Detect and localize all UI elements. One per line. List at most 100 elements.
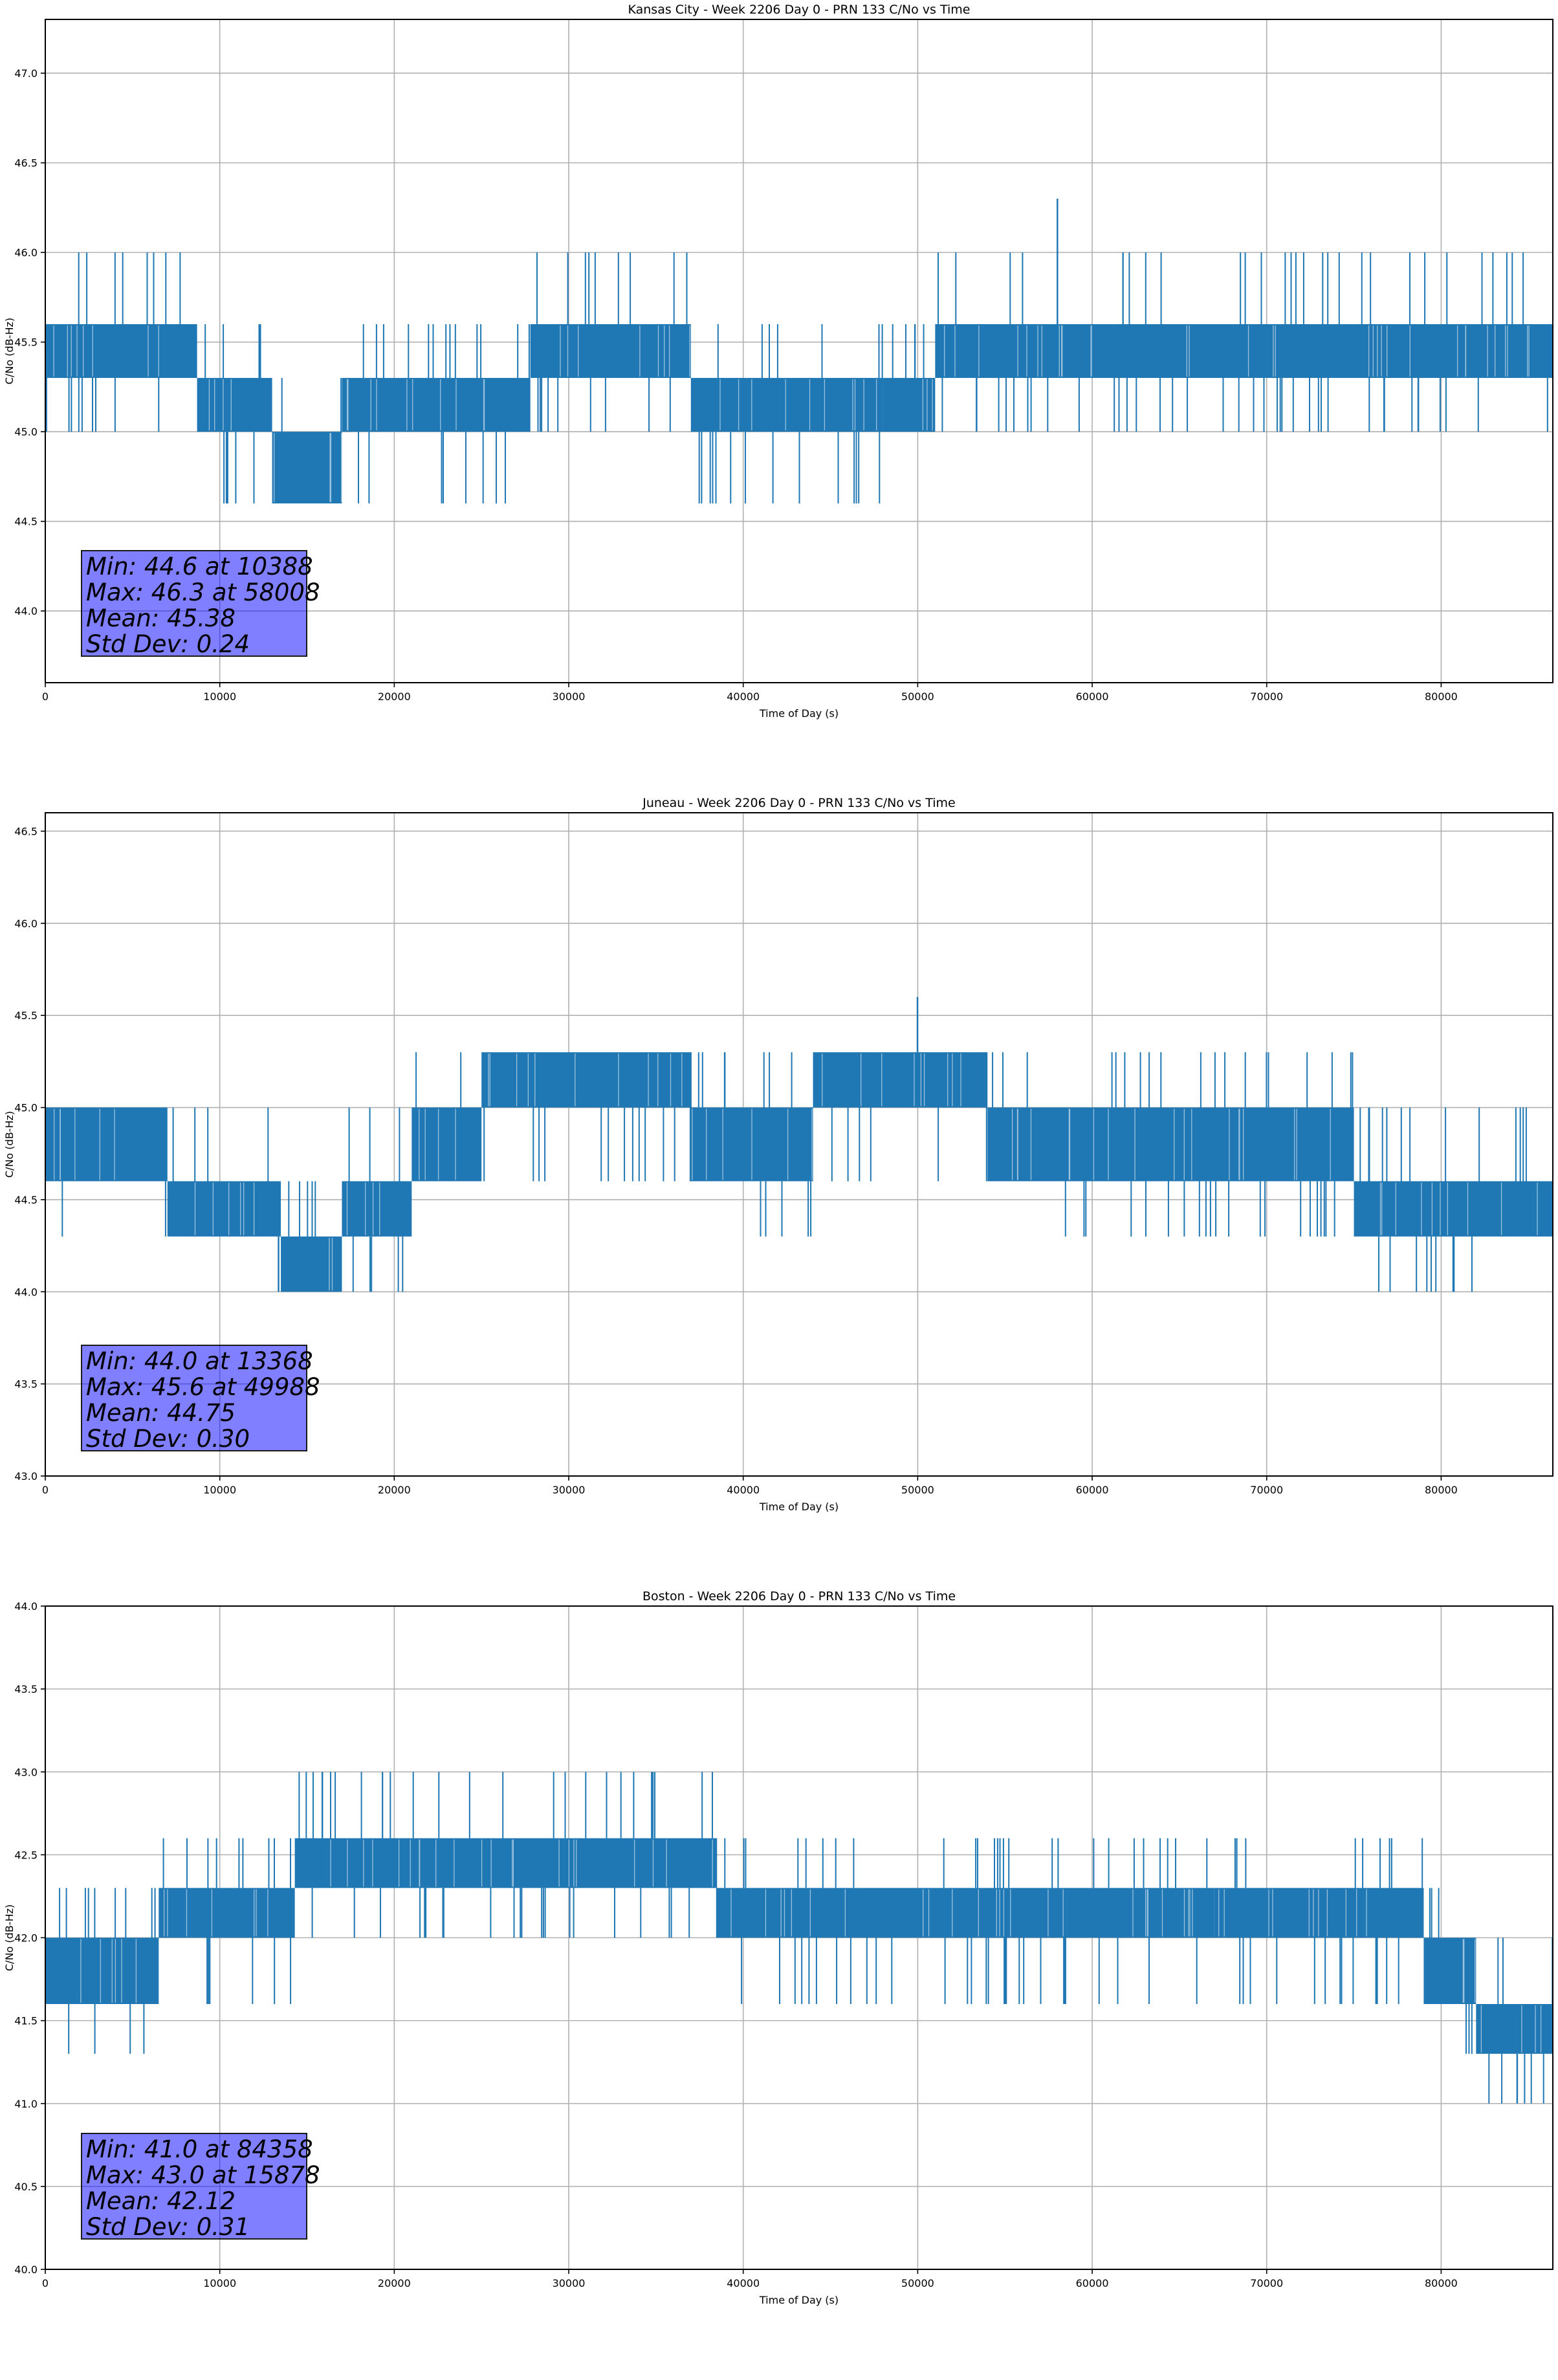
series-spikes: [724, 1838, 1208, 2004]
x-tick-label: 0: [42, 690, 49, 703]
chart-kansas-city: 0 10000 20000 30000 40000 50000 60000 70000 8000…: [3, 3, 1553, 720]
x-tick-label: 20000: [378, 690, 411, 703]
x-tick-label: 40000: [727, 1484, 760, 1496]
chart-panel-boston: 0 10000 20000 30000 40000 50000 60000 70000 8000…: [0, 1587, 1558, 2380]
series-gaps: [54, 1108, 115, 1180]
stat-max: Max: 46.3 at 58008: [86, 578, 320, 606]
series-gaps: [944, 325, 1530, 377]
chart-title: Kansas City - Week 2206 Day 0 - PRN 133 …: [628, 3, 971, 17]
series-band: [45, 1937, 159, 2004]
series-spikes: [1429, 1888, 1473, 2054]
series-band: [197, 378, 272, 432]
series-gaps: [1218, 1889, 1367, 1937]
stats-box: Min: 41.0 at 84358 Max: 43.0 at 15878 Me…: [81, 2133, 320, 2241]
x-tick-label: 80000: [1425, 690, 1458, 703]
series-gaps: [822, 1053, 961, 1107]
series-spikes: [415, 1052, 462, 1108]
x-tick-label: 80000: [1425, 2277, 1458, 2289]
series-band: [813, 1052, 988, 1108]
stat-max: Max: 45.6 at 49988: [86, 1373, 320, 1401]
series-gaps: [194, 1182, 255, 1235]
x-tick-label: 20000: [378, 1484, 411, 1496]
stat-mean: Mean: 45.38: [86, 604, 236, 632]
x-tick-label: 40000: [727, 2277, 760, 2289]
series-gaps: [208, 379, 232, 431]
series-spikes: [831, 1107, 987, 1182]
series-band: [1214, 1888, 1424, 1938]
series-spikes: [698, 324, 883, 503]
y-tick-label: 40.0: [14, 2264, 38, 2276]
series-spikes: [483, 1107, 691, 1182]
series-gaps: [1462, 1939, 1476, 2003]
series-gaps: [329, 1237, 333, 1291]
y-tick-label: 43.5: [14, 1683, 38, 1695]
x-tick-label: 60000: [1076, 1484, 1109, 1496]
axes-frame: [45, 19, 1553, 683]
x-tick-label: 70000: [1250, 2277, 1283, 2289]
series-cno: [45, 1772, 1553, 2104]
series-spikes: [281, 378, 342, 432]
stats-box: Min: 44.6 at 10388 Max: 46.3 at 58008 Me…: [81, 550, 320, 657]
series-spikes: [1234, 1838, 1423, 2004]
series-spikes: [298, 1772, 718, 1938]
stat-max: Max: 43.0 at 15878: [86, 2161, 320, 2189]
series-spikes: [172, 1107, 269, 1182]
stats-box: Min: 44.0 at 13368 Max: 45.6 at 49988 Me…: [81, 1345, 320, 1452]
series-cno: [45, 199, 1553, 503]
y-tick-label: 40.5: [14, 2181, 38, 2193]
series-spikes: [288, 1181, 316, 1237]
series-gaps: [419, 1108, 456, 1180]
x-tick-label: 60000: [1076, 2277, 1109, 2289]
tick-labels: 0 10000 20000 30000 40000 50000 60000 70000 8000…: [14, 825, 1457, 1496]
y-tick-label: 46.0: [14, 918, 38, 930]
series-band: [342, 378, 531, 432]
stat-min: Min: 44.0 at 13368: [86, 1347, 313, 1375]
y-tick-label: 43.0: [14, 1470, 38, 1482]
series-band: [530, 324, 691, 379]
stat-std-dev: Std Dev: 0.31: [86, 2213, 250, 2241]
x-axis-label: Time of Day (s): [759, 1501, 839, 1513]
x-tick-label: 10000: [203, 690, 236, 703]
y-tick-label: 45.0: [14, 1102, 38, 1114]
y-tick-label: 45.0: [14, 426, 38, 438]
y-tick-label: 47.0: [14, 67, 38, 80]
x-axis-label: Time of Day (s): [759, 707, 839, 720]
series-spikes: [358, 324, 530, 503]
series-band: [717, 1888, 1214, 1938]
series-spikes: [536, 252, 688, 432]
y-tick-label: 42.0: [14, 1932, 38, 1945]
x-tick-label: 20000: [378, 2277, 411, 2289]
series-band: [272, 432, 342, 503]
x-tick-label: 70000: [1250, 1484, 1283, 1496]
series-gaps: [719, 379, 877, 431]
y-tick-label: 45.5: [14, 336, 38, 349]
stat-min: Min: 44.6 at 10388: [86, 553, 313, 580]
series-spikes: [204, 324, 261, 503]
series-cno: [45, 997, 1553, 1292]
stat-mean: Mean: 42.12: [86, 2187, 236, 2215]
series-spikes: [61, 1181, 166, 1237]
series-gaps: [1011, 1108, 1331, 1180]
series-band: [935, 324, 1553, 379]
series-band: [1354, 1181, 1553, 1237]
series-spikes: [45, 252, 181, 432]
series-band: [481, 1052, 691, 1108]
series-gaps: [560, 325, 690, 377]
y-tick-label: 46.0: [14, 247, 38, 259]
chart-boston: 0 10000 20000 30000 40000 50000 60000 70000 8000…: [3, 1589, 1553, 2306]
x-tick-label: 30000: [553, 690, 586, 703]
series-gaps: [347, 379, 485, 431]
series-spikes: [348, 1107, 404, 1292]
chart-panel-kansas-city: 0 10000 20000 30000 40000 50000 60000 70000 8000…: [0, 0, 1558, 793]
series-gaps: [730, 1889, 1193, 1937]
series-band: [411, 1107, 482, 1182]
tick-labels: 0 10000 20000 30000 40000 50000 60000 70000 8000…: [14, 67, 1457, 703]
x-tick-label: 50000: [901, 690, 934, 703]
series-gaps: [692, 1108, 813, 1180]
series-spikes: [938, 252, 1548, 432]
series-gaps: [346, 1182, 380, 1235]
x-tick-label: 50000: [901, 2277, 934, 2289]
x-tick-label: 60000: [1076, 690, 1109, 703]
series-gaps: [922, 379, 933, 431]
x-tick-label: 0: [42, 2277, 49, 2289]
